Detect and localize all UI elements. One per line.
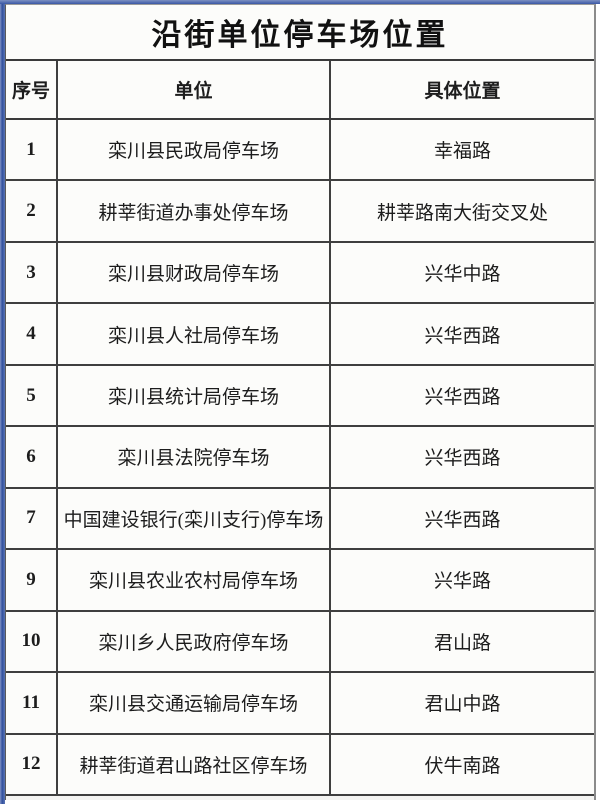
page-edge-top [0,0,600,4]
page-edge-left [0,0,5,804]
table-row: 12 耕莘街道君山路社区停车场 伏牛南路 [6,734,594,796]
cell-unit: 栾川县人社局停车场 [58,304,331,364]
cell-unit: 栾川县农业农村局停车场 [58,550,331,610]
table-row: 4 栾川县人社局停车场 兴华西路 [6,304,594,366]
cell-no: 9 [6,550,58,610]
table-row: 6 栾川县法院停车场 兴华西路 [6,427,594,489]
table-row: 1 栾川县民政局停车场 幸福路 [6,120,594,182]
cell-location: 兴华路 [433,571,491,593]
cell-location: 君山路 [433,632,491,654]
header-unit: 单位 [58,61,331,118]
table-row: 11 栾川县交通运输局停车场 君山中路 [6,673,594,735]
header-no: 序号 [6,61,58,118]
cell-location: 兴华中路 [424,264,501,286]
cell-no: 5 [6,365,58,426]
cell-location: 兴华西路 [424,325,501,347]
table-row: 10 栾川乡人民政府停车场 君山路 [6,611,594,674]
table-row: 2 耕莘街道办事处停车场 耕莘路南大街交叉处 [6,181,594,243]
cell-unit: 耕莘街道办事处停车场 [58,181,331,241]
cell-location: 伏牛南路 [424,755,501,777]
cell-unit: 栾川县交通运输局停车场 [58,673,331,733]
cell-location: 兴华西路 [424,509,501,531]
cell-no: 12 [6,734,58,794]
cell-location: 幸福路 [433,141,491,163]
header-location: 具体位置 [424,81,501,102]
cell-no: 4 [6,304,58,364]
cell-no: 10 [6,611,58,672]
cell-location: 兴华西路 [424,387,501,409]
table-title: 沿街单位停车场位置 [6,5,594,61]
table-header-row: 序号 单位 具体位置 [6,61,594,120]
table-bottom-strip [6,796,594,800]
cell-unit: 栾川乡人民政府停车场 [58,611,331,672]
cell-location: 耕莘路南大街交叉处 [376,202,548,224]
cell-unit: 栾川县财政局停车场 [58,242,331,303]
table-row: 9 栾川县农业农村局停车场 兴华路 [6,550,594,612]
cell-no: 11 [6,673,58,733]
table-row: 7 中国建设银行(栾川支行)停车场 兴华西路 [6,488,594,551]
cell-no: 2 [6,181,58,241]
cell-no: 1 [6,120,58,180]
table-row: 5 栾川县统计局停车场 兴华西路 [6,365,594,428]
cell-no: 6 [6,427,58,487]
cell-unit: 中国建设银行(栾川支行)停车场 [58,488,331,549]
table-row: 3 栾川县财政局停车场 兴华中路 [6,242,594,305]
table-body: 1 栾川县民政局停车场 幸福路 2 耕莘街道办事处停车场 耕莘路南大街交叉处 3… [6,120,594,796]
cell-no: 7 [6,488,58,549]
cell-unit: 栾川县法院停车场 [58,427,331,487]
cell-unit: 栾川县统计局停车场 [58,365,331,426]
cell-unit: 耕莘街道君山路社区停车场 [58,734,331,794]
cell-unit: 栾川县民政局停车场 [58,120,331,180]
cell-no: 3 [6,242,58,303]
cell-location: 兴华西路 [424,448,501,470]
cell-location: 君山中路 [424,694,501,716]
parking-table: 沿街单位停车场位置 序号 单位 具体位置 1 栾川县民政局停车场 幸福路 2 耕… [5,4,596,800]
